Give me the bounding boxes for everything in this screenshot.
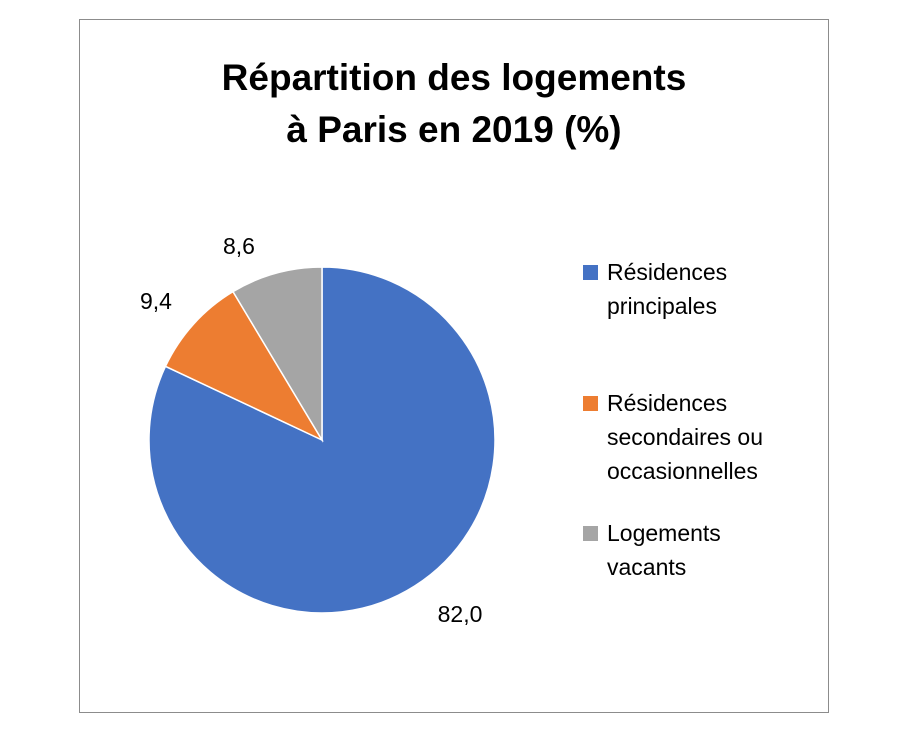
legend-label-line: principales — [607, 293, 717, 319]
pie-data-labels: 82,0 9,4 8,6 — [140, 233, 482, 627]
legend-swatch-residences-secondaires — [583, 396, 598, 411]
legend-label-line: secondaires ou — [607, 424, 763, 450]
pie-slice-residences-secondaires-ou-occasionnelles — [164, 290, 324, 442]
legend-label-residences-secondaires: Résidences secondaires ou occasionnelles — [607, 386, 817, 488]
data-label-logements-vacants: 8,6 — [223, 233, 255, 259]
legend-label-line: occasionnelles — [607, 458, 758, 484]
chart-title-line-2: à Paris en 2019 (%) — [286, 109, 622, 150]
legend-label-line: Résidences — [607, 390, 728, 416]
legend-swatch-residences-principales — [583, 265, 598, 280]
chart-title: Répartition des logements à Paris en 201… — [79, 52, 829, 156]
legend-label-logements-vacants: Logements vacants — [607, 516, 817, 584]
legend-label-line: Logements — [607, 520, 721, 546]
data-label-residences-secondaires-ou-occasionnelles: 9,4 — [140, 288, 172, 314]
legend-swatch-logements-vacants — [583, 526, 598, 541]
pie-slice-logements-vacants — [231, 266, 323, 443]
legend-label-line: Résidences — [607, 259, 728, 285]
legend-label-line: vacants — [607, 554, 687, 580]
chart-title-line-1: Répartition des logements — [221, 57, 687, 98]
legend-label-residences-principales: Résidences principales — [607, 255, 817, 323]
pie-slices — [148, 266, 496, 614]
data-label-residences-principales: 82,0 — [438, 601, 483, 627]
